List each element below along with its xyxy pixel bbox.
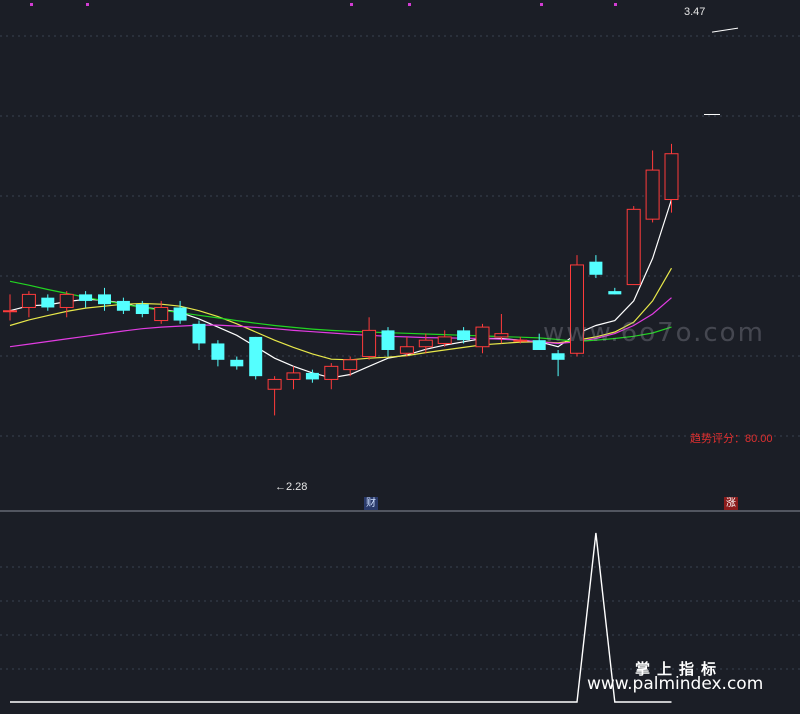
top-tick-marker <box>408 3 411 6</box>
watermark-brand-cn: 掌上指标 <box>635 660 724 678</box>
top-tick-marker <box>86 3 89 6</box>
candle <box>475 323 490 354</box>
candle-body-up <box>399 346 414 354</box>
top-tick-marker <box>350 3 353 6</box>
trend-score-label: 趋势评分：80.00 <box>690 433 773 445</box>
candle-body-up <box>362 329 377 358</box>
candle-body-up <box>154 306 169 322</box>
candle <box>41 294 55 311</box>
candle <box>230 356 244 370</box>
top-tick-marker <box>30 3 33 6</box>
low-price-value: 2.28 <box>286 481 308 493</box>
candle <box>626 206 641 286</box>
candle <box>551 349 565 377</box>
candle <box>286 366 301 390</box>
candle-body-down <box>41 297 55 308</box>
candle-body-up <box>475 326 490 348</box>
watermark-url-text: www.palmindex.com <box>587 674 764 694</box>
candle <box>21 291 36 318</box>
candle <box>418 333 433 354</box>
marker-layer <box>704 27 739 115</box>
candle-body-down <box>79 294 93 301</box>
candle <box>249 336 263 380</box>
indicator-layer <box>10 532 672 703</box>
watermark-site-text: www.6o7o.com <box>543 318 765 348</box>
candle-body-down <box>211 343 225 360</box>
candle <box>532 333 546 350</box>
candle-body-up <box>3 310 17 313</box>
ma-line-magenta <box>9 297 672 348</box>
candle-layer <box>3 143 679 416</box>
candle-body-up <box>570 264 584 354</box>
candle-body-up <box>59 293 74 308</box>
candle-body-down <box>135 304 149 315</box>
candle-body-up <box>664 153 679 201</box>
candle-body-up <box>626 208 641 286</box>
candle-body-down <box>532 340 546 350</box>
candle <box>59 291 74 318</box>
candle <box>3 294 17 321</box>
candle <box>343 356 358 377</box>
candle <box>305 369 319 383</box>
candle <box>381 327 395 357</box>
candle-body-down <box>116 300 130 311</box>
candle <box>589 255 603 279</box>
top-tick-marker <box>614 3 617 6</box>
candle-body-down <box>249 336 263 377</box>
candle <box>324 363 339 390</box>
candle <box>645 150 660 223</box>
candle <box>79 291 93 308</box>
candle-body-up <box>267 378 282 390</box>
low-arrow-glyph: ← <box>275 481 286 493</box>
candle-body-up <box>418 339 433 348</box>
candle-body-up <box>645 169 660 220</box>
candle <box>173 300 187 324</box>
candle <box>494 314 509 344</box>
candle <box>457 327 471 344</box>
top-tick-marker <box>540 3 543 6</box>
limit-up-badge[interactable]: 涨 <box>724 497 738 510</box>
candle-body-up <box>343 359 358 371</box>
candle <box>116 297 130 315</box>
candle-body-down <box>230 359 244 367</box>
candle <box>192 320 206 350</box>
candle <box>664 143 679 213</box>
low-price-label: ←2.28 <box>275 481 307 493</box>
candle-body-down <box>608 291 622 295</box>
candle <box>362 317 377 360</box>
high-price-label: 3.47 <box>684 6 706 18</box>
candle <box>570 255 584 357</box>
candle-body-up <box>286 372 301 380</box>
candle-body-down <box>381 330 395 350</box>
candle-body-up <box>494 333 509 338</box>
candle-body-down <box>305 372 319 380</box>
candle-body-down <box>457 330 471 341</box>
candle-body-up <box>513 339 528 342</box>
candle <box>513 336 528 344</box>
finance-event-badge[interactable]: 财 <box>364 497 378 510</box>
candle <box>608 287 622 295</box>
candle <box>437 330 452 347</box>
candle <box>154 300 169 324</box>
candle-body-up <box>324 365 339 380</box>
candle <box>211 340 225 367</box>
candle-body-down <box>551 353 565 360</box>
candle <box>98 287 111 311</box>
candle-body-down <box>192 323 206 344</box>
candle-body-up <box>437 336 452 344</box>
candle <box>399 336 414 357</box>
high-marker-arrow <box>711 27 739 33</box>
indicator-line <box>10 532 672 703</box>
candle-body-down <box>589 261 603 275</box>
candle <box>135 300 149 318</box>
candle-body-down <box>98 294 111 305</box>
candle-body-up <box>21 293 36 308</box>
candle-body-down <box>173 307 187 321</box>
candle <box>267 376 282 416</box>
